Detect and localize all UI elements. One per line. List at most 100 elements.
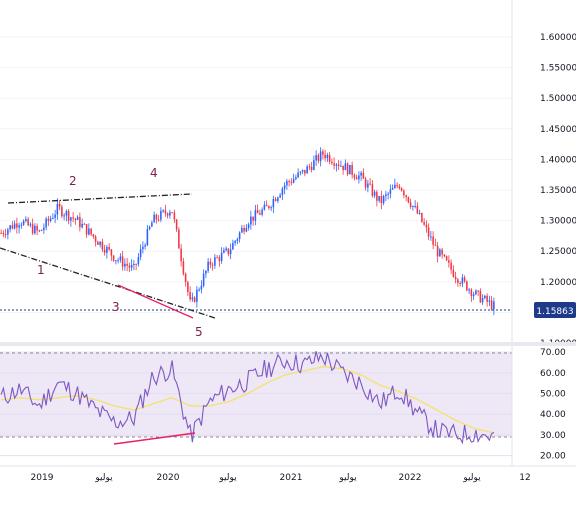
candle-body bbox=[445, 256, 448, 261]
candle-body bbox=[112, 255, 115, 261]
rsi-pane[interactable] bbox=[0, 351, 512, 457]
candle-body bbox=[331, 161, 333, 164]
candle-body bbox=[169, 212, 171, 216]
candle-body bbox=[155, 214, 158, 220]
wave-label-1: 1 bbox=[37, 263, 45, 277]
candle-body bbox=[468, 289, 470, 291]
candle-body bbox=[29, 224, 32, 226]
time-tick-label: يوليو bbox=[462, 473, 481, 483]
candle-body bbox=[70, 217, 72, 221]
candle-body bbox=[360, 172, 362, 176]
candle-body bbox=[124, 263, 126, 267]
candle-body bbox=[288, 181, 290, 183]
candle-body bbox=[63, 215, 65, 217]
candle-body bbox=[385, 194, 387, 197]
candle-body bbox=[198, 289, 200, 291]
candle-body bbox=[110, 249, 113, 256]
candle-body bbox=[137, 257, 140, 265]
candle-body bbox=[283, 185, 286, 189]
candle-body bbox=[380, 195, 383, 204]
candle-body bbox=[265, 204, 268, 207]
rsi-line bbox=[0, 351, 495, 445]
candle-body bbox=[74, 218, 77, 220]
candle-body bbox=[99, 241, 101, 245]
candle-body bbox=[268, 206, 270, 209]
rsi-tick-label: 20.00 bbox=[540, 452, 566, 462]
candle-body bbox=[236, 239, 239, 241]
rsi-moving-average bbox=[1, 366, 495, 434]
time-axis[interactable]: 2019 يوليو 2020 يوليو 2021 يوليو 2022 يوليو 12 bbox=[0, 465, 576, 483]
candle-body bbox=[272, 199, 275, 208]
candle-body bbox=[382, 196, 385, 204]
candle-body bbox=[106, 246, 108, 253]
rsi-tick-label: 50.00 bbox=[540, 390, 566, 400]
candle-body bbox=[45, 218, 47, 228]
candle-body bbox=[418, 212, 421, 214]
candle-body bbox=[306, 166, 308, 174]
candle-body bbox=[9, 225, 11, 230]
candle-body bbox=[290, 181, 293, 183]
wave-label-4: 4 bbox=[150, 166, 158, 180]
candle-body bbox=[441, 249, 443, 255]
price-tick-label: 1.25000 bbox=[540, 247, 576, 257]
candle-body bbox=[148, 226, 151, 230]
time-tick-label: يوليو bbox=[218, 473, 237, 483]
candle-body bbox=[403, 190, 405, 196]
price-tick-label: 1.60000 bbox=[540, 33, 576, 43]
candle-body bbox=[461, 277, 464, 284]
candle-body bbox=[412, 205, 414, 207]
candle-body bbox=[394, 184, 396, 189]
price-divergence-line[interactable] bbox=[117, 284, 194, 319]
candle-body bbox=[319, 151, 322, 162]
candle-body bbox=[371, 184, 374, 196]
candle-body bbox=[241, 227, 243, 233]
candle-body bbox=[308, 166, 311, 168]
candle-body bbox=[322, 151, 324, 155]
candle-body bbox=[115, 260, 117, 262]
candle-body bbox=[52, 217, 54, 219]
rsi-axis[interactable]: 70.00 60.00 50.00 40.00 30.00 20.00 bbox=[511, 346, 576, 466]
candle-body bbox=[20, 224, 23, 226]
candle-body bbox=[400, 188, 403, 191]
candle-body bbox=[4, 234, 7, 236]
candle-body bbox=[421, 212, 423, 223]
candle-body bbox=[119, 256, 122, 261]
candle-body bbox=[369, 183, 371, 185]
candle-body bbox=[376, 191, 378, 201]
candle-body bbox=[317, 155, 320, 162]
candle-body bbox=[139, 249, 142, 258]
candle-body bbox=[171, 212, 173, 214]
candle-body bbox=[490, 300, 493, 310]
candle-body bbox=[178, 229, 180, 249]
candle-body bbox=[180, 248, 182, 262]
lower-trendline[interactable] bbox=[0, 247, 216, 319]
candle-body bbox=[292, 179, 295, 183]
candle-body bbox=[254, 210, 257, 221]
candle-body bbox=[164, 210, 167, 214]
price-axis[interactable]: 1.60000 1.55000 1.50000 1.45000 1.40000 1.350… bbox=[511, 0, 576, 349]
rsi-divergence-line[interactable] bbox=[113, 432, 196, 445]
upper-trendline[interactable] bbox=[7, 193, 193, 204]
candle-body bbox=[157, 219, 160, 221]
candle-body bbox=[450, 262, 452, 270]
current-price-label: 1.15863 bbox=[536, 307, 573, 317]
candle-body bbox=[142, 246, 144, 250]
candle-body bbox=[405, 195, 407, 197]
price-tick-label: 1.20000 bbox=[540, 278, 576, 288]
candle-body bbox=[223, 250, 225, 253]
price-pane[interactable] bbox=[0, 0, 512, 342]
candle-body bbox=[247, 224, 250, 228]
candle-body bbox=[270, 207, 272, 209]
candle-body bbox=[7, 229, 9, 235]
candle-body bbox=[274, 199, 277, 202]
candle-body bbox=[466, 281, 468, 291]
trend-drawings[interactable]: 1 2 3 4 5 bbox=[0, 166, 512, 339]
candle-body bbox=[61, 206, 63, 217]
candle-body bbox=[153, 214, 155, 223]
pane-separator[interactable] bbox=[0, 342, 576, 346]
wave-label-3: 3 bbox=[112, 300, 120, 314]
candle-body bbox=[25, 218, 27, 221]
candle-body bbox=[353, 174, 356, 178]
